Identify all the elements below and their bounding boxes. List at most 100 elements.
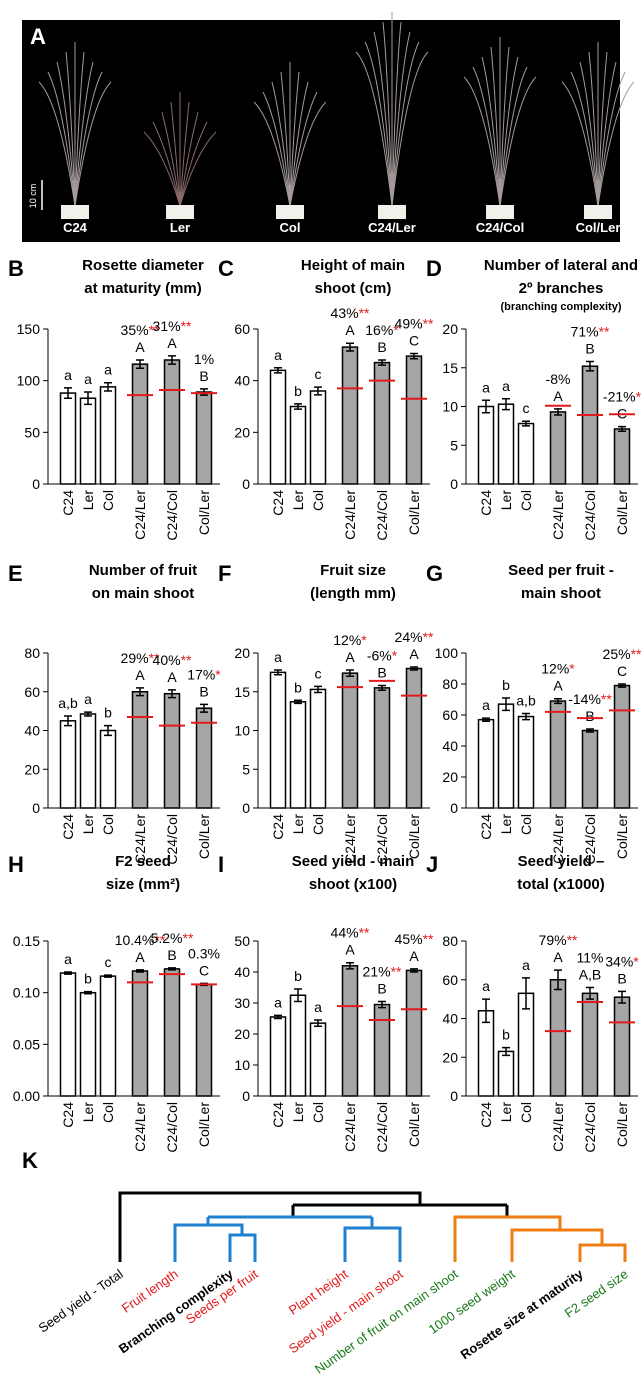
error-bar xyxy=(274,367,282,374)
heterosis-percent: 5.2% xyxy=(151,930,183,946)
error-bar xyxy=(346,669,354,677)
x-tick-label: C24/Ler xyxy=(342,1102,358,1152)
x-tick-label: C24/Ler xyxy=(550,490,566,540)
bar xyxy=(269,1016,287,1097)
significance-stars: ** xyxy=(423,629,434,645)
significance-letter: B xyxy=(617,970,626,986)
bar xyxy=(79,713,97,809)
significance-stars: ** xyxy=(601,691,612,707)
bar xyxy=(581,992,599,1097)
significance-letter: A xyxy=(135,949,145,965)
bar xyxy=(497,703,515,809)
error-bar xyxy=(84,711,92,717)
plant-stem xyxy=(391,41,420,207)
plant-stem xyxy=(597,61,617,207)
chart-title: (length mm) xyxy=(310,585,396,602)
panel-letter: K xyxy=(22,1148,38,1173)
chart-subtitle: (branching complexity) xyxy=(500,301,621,313)
significance-letter: C xyxy=(199,962,209,978)
significance-letter: B xyxy=(199,368,208,384)
heterosis-label: 45%** xyxy=(395,931,434,947)
error-bar xyxy=(84,391,92,406)
dendrogram-branch xyxy=(118,1191,509,1262)
plant-label: C24 xyxy=(63,220,88,235)
x-tick-label: C24 xyxy=(60,814,76,840)
bar xyxy=(549,700,567,809)
x-tick-label: C24/Col xyxy=(164,490,180,541)
significance-stars: * xyxy=(361,632,367,648)
plant-stem xyxy=(74,71,103,207)
significance-letter: a,b xyxy=(516,692,536,708)
error-bar xyxy=(64,387,72,399)
y-tick-label: 30 xyxy=(234,995,250,1011)
x-tick-label: Ler xyxy=(80,814,96,835)
error-bar xyxy=(482,399,490,414)
heterosis-percent: 10.4% xyxy=(115,932,155,948)
chart-title: 2º branches xyxy=(519,280,604,297)
significance-letter: b xyxy=(84,971,92,987)
heterosis-percent: 31% xyxy=(153,318,181,334)
y-tick-label: 5 xyxy=(242,761,250,777)
bar xyxy=(59,392,77,485)
error-bar xyxy=(502,398,510,411)
error-bar xyxy=(64,715,72,727)
panel-letter: J xyxy=(426,852,438,877)
panel-letter: E xyxy=(8,561,23,586)
y-tick-label: 0 xyxy=(450,800,458,816)
x-tick-label: C24/Col xyxy=(582,814,598,865)
chart-title: Height of main xyxy=(301,257,405,274)
error-bar xyxy=(136,969,144,973)
y-tick-label: 50 xyxy=(24,424,40,440)
y-tick-label: 0 xyxy=(242,476,250,492)
plant-stem xyxy=(161,111,181,207)
chart-title: Rosette diameter xyxy=(82,257,204,274)
significance-stars: ** xyxy=(149,650,160,666)
bar xyxy=(341,672,359,809)
plant-stem xyxy=(74,61,94,207)
y-tick-label: 40 xyxy=(234,373,250,389)
y-tick-label: 20 xyxy=(442,769,458,785)
heterosis-percent: 34% xyxy=(605,953,633,969)
error-bar xyxy=(136,687,144,697)
x-tick-label: C24/Col xyxy=(582,1102,598,1153)
plant-stem xyxy=(490,46,501,207)
y-tick-label: 60 xyxy=(442,707,458,723)
leaf-label: Seed yield - Total xyxy=(36,1266,126,1335)
x-tick-label: Col/Ler xyxy=(196,490,212,535)
x-tick-label: Col xyxy=(518,814,534,835)
plant-stem xyxy=(143,131,181,207)
bar xyxy=(477,1010,495,1097)
bar xyxy=(289,994,307,1097)
bar xyxy=(497,1050,515,1097)
error-bar xyxy=(200,703,208,713)
error-bar xyxy=(168,967,176,971)
x-tick-label: C24 xyxy=(60,490,76,516)
significance-letter: b xyxy=(294,383,302,399)
significance-letter: b xyxy=(104,705,112,721)
bar xyxy=(131,691,149,809)
x-tick-label: Col/Ler xyxy=(196,814,212,859)
error-bar xyxy=(618,425,626,433)
heterosis-label: 49%** xyxy=(395,316,434,332)
heterosis-label: 16%* xyxy=(365,322,399,338)
significance-letter: a,b xyxy=(58,695,78,711)
x-tick-label: C24/Col xyxy=(374,1102,390,1153)
significance-stars: ** xyxy=(183,930,194,946)
error-bar xyxy=(502,1046,510,1057)
error-bar xyxy=(378,359,386,366)
error-bar xyxy=(84,990,92,995)
x-tick-label: C24/Col xyxy=(164,1102,180,1153)
heterosis-percent: 29% xyxy=(121,650,149,666)
x-tick-label: Ler xyxy=(498,814,514,835)
x-tick-label: C24/Ler xyxy=(342,814,358,864)
x-tick-label: C24/Ler xyxy=(550,1102,566,1152)
bar xyxy=(613,996,631,1097)
y-tick-label: 0.05 xyxy=(13,1036,40,1052)
plant-stem xyxy=(463,76,501,207)
y-tick-label: 5 xyxy=(450,437,458,453)
significance-stars: * xyxy=(636,389,641,405)
heterosis-label: 10.4%** xyxy=(115,932,166,948)
plant-stem xyxy=(179,131,217,207)
heterosis-label: 31%** xyxy=(153,318,192,334)
error-bar xyxy=(346,342,354,352)
